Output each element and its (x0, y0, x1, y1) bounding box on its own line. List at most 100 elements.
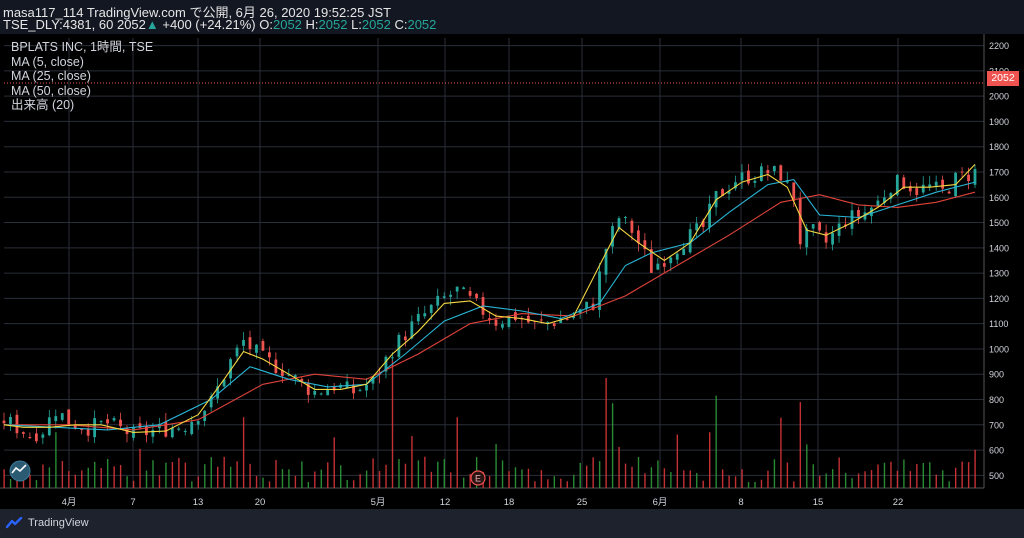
chart-title[interactable]: BPLATS INC, 1時間, TSE (11, 40, 154, 54)
candle-body (682, 248, 686, 255)
price-change: +400 (+24.21%) (162, 17, 256, 32)
tradingview-logo-icon (6, 517, 23, 529)
candle-body (326, 389, 330, 396)
volume-bar (527, 468, 530, 488)
volume-bar (327, 462, 329, 488)
symbol: TSE_DLY:4381, 60 (3, 17, 114, 32)
candle-body (947, 191, 951, 194)
candle-body (908, 186, 912, 192)
x-tick-label: 8 (738, 497, 743, 508)
tradingview-brand[interactable]: TradingView (6, 517, 89, 529)
low-label: L: (351, 17, 362, 32)
candle-body (604, 249, 608, 275)
ma5-line (3, 164, 976, 433)
high-value: 2052 (318, 17, 348, 32)
x-tick-label: 5月 (371, 497, 386, 508)
volume-bar (624, 463, 627, 488)
candle-body (850, 210, 854, 229)
volume-bar (501, 460, 504, 488)
legend-ma50[interactable]: MA (50, close) (11, 83, 91, 98)
y-tick-label: 2200 (989, 41, 1009, 51)
volume-bar (398, 458, 400, 488)
candle-body (708, 203, 711, 228)
volume-bar (262, 477, 264, 488)
candle-body (229, 359, 232, 379)
candle-body (80, 428, 84, 431)
candle-body (2, 420, 6, 424)
candle-body (138, 423, 142, 428)
volume-bar (560, 478, 562, 488)
volume-bar (974, 449, 976, 488)
volume-bar (547, 479, 549, 488)
legend-volume[interactable]: 出来高 (20) (11, 98, 75, 112)
volume-bar (42, 464, 44, 488)
candle-body (222, 379, 226, 387)
volume-bar (281, 469, 284, 488)
candle-body (145, 426, 148, 436)
volume-bar (618, 446, 620, 488)
volume-bar (204, 464, 206, 488)
volume-bar (74, 474, 77, 488)
candle-body (436, 295, 440, 306)
volume-bar (430, 471, 433, 488)
y-tick-label: 1900 (989, 117, 1009, 127)
volume-bar (229, 466, 232, 488)
candle-body (967, 174, 970, 182)
volume-bar (870, 470, 873, 488)
candle-body (624, 217, 627, 219)
volume-bar (702, 480, 704, 488)
candle-body (248, 337, 252, 350)
candle-body (15, 414, 19, 434)
volume-bar (463, 477, 465, 488)
candle-body (759, 166, 763, 182)
volume-bar (605, 378, 607, 488)
candle-body (371, 376, 375, 384)
volume-bar (171, 462, 174, 488)
y-tick-label: 1200 (989, 294, 1009, 304)
volume-bar (890, 461, 892, 488)
volume-bar (217, 466, 219, 488)
candle-body (818, 222, 822, 231)
volume-bar (100, 467, 102, 488)
volume-bar (786, 462, 789, 488)
volume-bar (670, 472, 672, 488)
volume-bar (967, 462, 970, 488)
candle-body (837, 223, 841, 236)
candle-body (488, 318, 491, 320)
close-label: C: (394, 17, 408, 32)
volume-bar (942, 470, 944, 488)
header-bar: masa117_114 TradingView.com で公開, 6月 26, … (0, 0, 1024, 34)
candle-body (734, 182, 737, 189)
x-tick-label: 25 (577, 497, 588, 508)
volume-bar (165, 462, 167, 488)
candle-body (824, 232, 828, 243)
legend-ma25[interactable]: MA (25, close) (11, 69, 91, 83)
candle-body (572, 316, 576, 319)
volume-bar (191, 481, 193, 488)
volume-bar (857, 473, 860, 488)
footer-bar: TradingView (0, 509, 1024, 538)
volume-bar (521, 469, 523, 488)
volume-bar (566, 481, 568, 488)
candle-body (183, 431, 187, 433)
ohlc-line: TSE_DLY:4381, 60 2052▲ +400 (+24.21%) O:… (3, 17, 436, 32)
candle-body (216, 386, 220, 399)
legend-ma5[interactable]: MA (5, close) (11, 54, 84, 69)
candle-body (423, 313, 427, 317)
candle-body (747, 170, 750, 184)
volume-bar (754, 481, 756, 488)
candle-body (54, 416, 58, 422)
candle-body (831, 232, 834, 245)
candle-body (93, 418, 97, 438)
volume-bar (365, 470, 368, 488)
volume-bar (773, 459, 776, 488)
volume-bar (113, 466, 115, 488)
volume-bar (417, 460, 420, 488)
candle-body (34, 433, 38, 442)
volume-bar (126, 476, 128, 488)
volume-bar (68, 471, 70, 488)
volume-bar (288, 469, 290, 488)
volume-bar (152, 460, 154, 488)
x-tick-label: 15 (813, 497, 824, 508)
price-chart[interactable]: 500 600 700 800 900 1000 1100 1200 1300 1400 1500 1… (0, 34, 1024, 509)
